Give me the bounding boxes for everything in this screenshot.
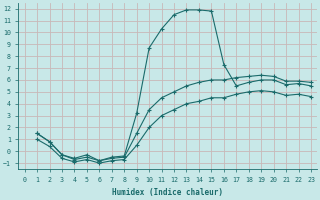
X-axis label: Humidex (Indice chaleur): Humidex (Indice chaleur) <box>112 188 223 197</box>
